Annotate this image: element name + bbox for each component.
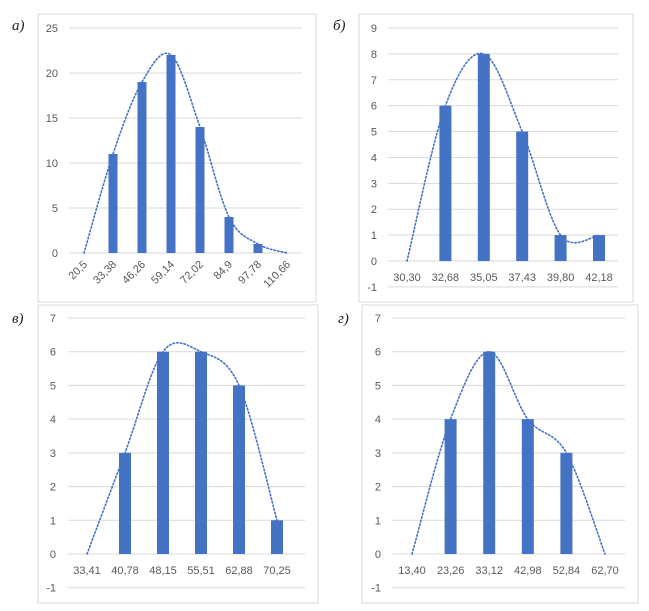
y-tick-label: 2 (375, 482, 381, 494)
x-tick-label: 40,78 (111, 565, 139, 577)
chart-panel-3: в) -1 0 1 2 3 4 5 6 7 33,41 40,78 48,15 55,51 62,88 70,… (12, 304, 319, 604)
y-tick-label: 5 (50, 380, 56, 392)
bar (253, 244, 263, 253)
bar (119, 452, 131, 554)
y-tick-label: 7 (371, 75, 377, 87)
bar (137, 82, 147, 253)
x-tick-label: 62,70 (591, 565, 619, 577)
y-tick-label: 15 (46, 113, 58, 125)
x-tick-label: 39,80 (547, 272, 575, 284)
y-tick-label: 1 (375, 515, 381, 527)
x-tick-label: 33,12 (475, 565, 503, 577)
y-tick-label: 0 (50, 549, 56, 561)
y-tick-label: 6 (371, 101, 377, 113)
bar (195, 351, 207, 554)
chart-panel-4: г) -1 0 1 2 3 4 5 6 7 13,40 23,26 33,12 42,98 52,84 62,… (338, 304, 639, 604)
trendline (83, 52, 288, 254)
bar (166, 55, 176, 253)
y-tick-label: 5 (375, 380, 381, 392)
bar (108, 154, 118, 253)
y-tick-label: 6 (50, 347, 56, 359)
panel-label: а) (12, 18, 25, 34)
y-tick-label: -1 (371, 583, 381, 595)
chart-border (358, 13, 634, 303)
y-tick-label: 5 (371, 127, 377, 139)
bar (521, 419, 534, 554)
y-tick-label: 1 (50, 515, 56, 527)
trendline (406, 52, 600, 262)
panel-label: в) (12, 311, 24, 327)
chart-panel-2: б) -1 0 1 2 3 4 5 6 7 8 9 30,30 32,68 35,05 37,43 39,80 4… (333, 13, 634, 303)
bar (593, 235, 605, 261)
trendline (411, 350, 606, 555)
x-tick-label: 37,43 (508, 272, 536, 284)
x-tick-label: 13,40 (398, 565, 426, 577)
y-tick-label: 8 (371, 49, 377, 61)
y-tick-label: 0 (371, 256, 377, 268)
x-tick-label: 52,84 (553, 565, 581, 577)
bar (477, 53, 490, 262)
y-tick-label: 20 (46, 68, 58, 80)
x-tick-label: 32,68 (432, 272, 460, 284)
bar (444, 419, 457, 554)
chart-border (37, 304, 319, 604)
trendline (86, 342, 278, 555)
bar (157, 351, 169, 554)
y-tick-label: 6 (375, 347, 381, 359)
y-tick-label: 25 (46, 23, 58, 35)
y-tick-label: 2 (50, 482, 56, 494)
y-tick-label: 2 (371, 204, 377, 216)
bar (560, 452, 573, 554)
bar (233, 385, 245, 554)
bar (271, 520, 283, 554)
chart-border (37, 13, 317, 303)
x-tick-label: 35,05 (470, 272, 498, 284)
y-tick-label: 9 (371, 23, 377, 35)
y-tick-label: 5 (52, 203, 58, 215)
bar (554, 235, 567, 261)
bar (224, 217, 234, 253)
y-tick-label: 3 (50, 448, 56, 460)
y-tick-label: 4 (50, 414, 56, 426)
bar (516, 131, 529, 261)
x-tick-label: 23,26 (437, 565, 465, 577)
x-tick-label: 55,51 (187, 565, 215, 577)
x-tick-label: 70,25 (263, 565, 291, 577)
y-tick-label: 4 (375, 414, 381, 426)
x-tick-label: 48,15 (149, 565, 177, 577)
panel-label: б) (333, 18, 346, 34)
y-tick-label: 4 (371, 152, 377, 164)
x-tick-label: 42,18 (585, 272, 613, 284)
y-tick-label: 0 (52, 248, 58, 260)
y-tick-label: 10 (46, 158, 58, 170)
x-tick-label: 42,98 (514, 565, 542, 577)
x-tick-label: 30,30 (393, 272, 421, 284)
x-tick-label: 62,88 (225, 565, 253, 577)
y-tick-label: 7 (375, 313, 381, 325)
bar (483, 351, 496, 554)
y-tick-label: 7 (50, 313, 56, 325)
chart-border (361, 304, 639, 604)
y-tick-label: 0 (375, 549, 381, 561)
y-tick-label: 3 (371, 178, 377, 190)
x-tick-label: 33,41 (73, 565, 101, 577)
panel-label: г) (338, 311, 349, 327)
bar (439, 105, 452, 262)
bar (195, 127, 205, 253)
y-tick-label: 3 (375, 448, 381, 460)
y-tick-label: -1 (367, 282, 377, 294)
y-tick-label: 1 (371, 230, 377, 242)
y-tick-label: -1 (46, 583, 56, 595)
